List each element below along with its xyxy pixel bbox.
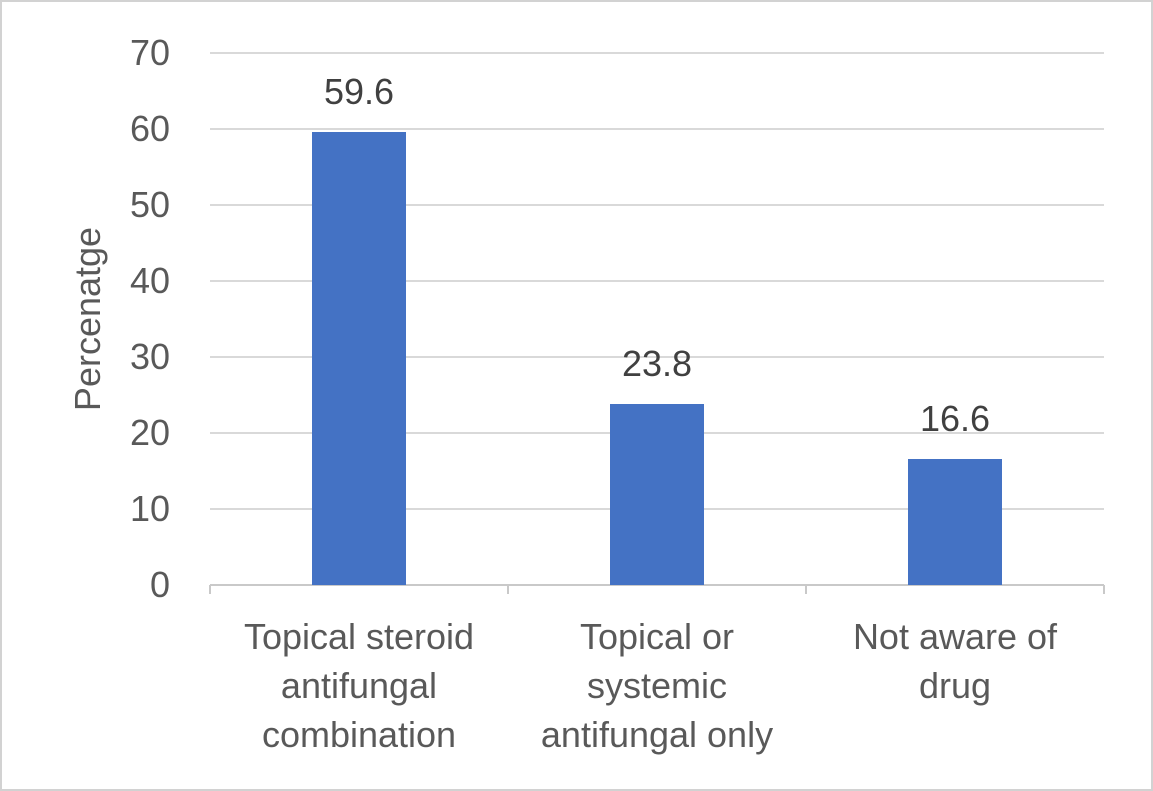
- y-axis-tick-label: 40: [129, 260, 170, 301]
- category-label-line: Topical steroid: [243, 616, 475, 657]
- y-gridline: [210, 356, 1104, 358]
- y-gridline: [210, 52, 1104, 54]
- x-axis-category-label: Topical or systemic antifungal only: [508, 612, 806, 759]
- y-axis-tick-label: 70: [129, 32, 170, 73]
- x-axis-line: [210, 584, 1104, 586]
- y-axis-tick-label: 0: [149, 564, 170, 605]
- x-axis-tick-mark: [1103, 585, 1105, 594]
- category-label-line: systemic: [586, 665, 727, 706]
- bar-value-label: 23.8: [621, 343, 693, 385]
- category-label-line: Topical or: [579, 616, 735, 657]
- bar: [908, 458, 1002, 585]
- bar: [312, 132, 406, 585]
- bar-value-label: 16.6: [919, 397, 991, 439]
- x-axis-tick-mark: [209, 585, 211, 594]
- category-label-line: antifungal: [280, 665, 438, 706]
- x-axis-category-label: Topical steroid antifungal combination: [210, 612, 508, 759]
- x-axis-category-label: Not aware of drug: [806, 612, 1104, 710]
- y-axis-tick-label: 30: [129, 336, 170, 377]
- y-axis-tick-label: 60: [129, 108, 170, 149]
- bar-value-label: 59.6: [323, 71, 395, 113]
- y-axis-tick-label: 10: [129, 488, 170, 529]
- category-label-line: Not aware of: [852, 616, 1058, 657]
- bar: [610, 404, 704, 585]
- category-label-line: drug: [918, 665, 992, 706]
- y-gridline: [210, 128, 1104, 130]
- y-gridline: [210, 280, 1104, 282]
- y-axis-title: Percenatge: [67, 226, 108, 412]
- category-label-line: antifungal only: [540, 714, 774, 755]
- category-label-line: combination: [261, 714, 457, 755]
- x-axis-tick-mark: [507, 585, 509, 594]
- y-axis-tick-label: 50: [129, 184, 170, 225]
- y-axis-tick-label: 20: [129, 412, 170, 453]
- y-gridline: [210, 204, 1104, 206]
- x-axis-tick-mark: [805, 585, 807, 594]
